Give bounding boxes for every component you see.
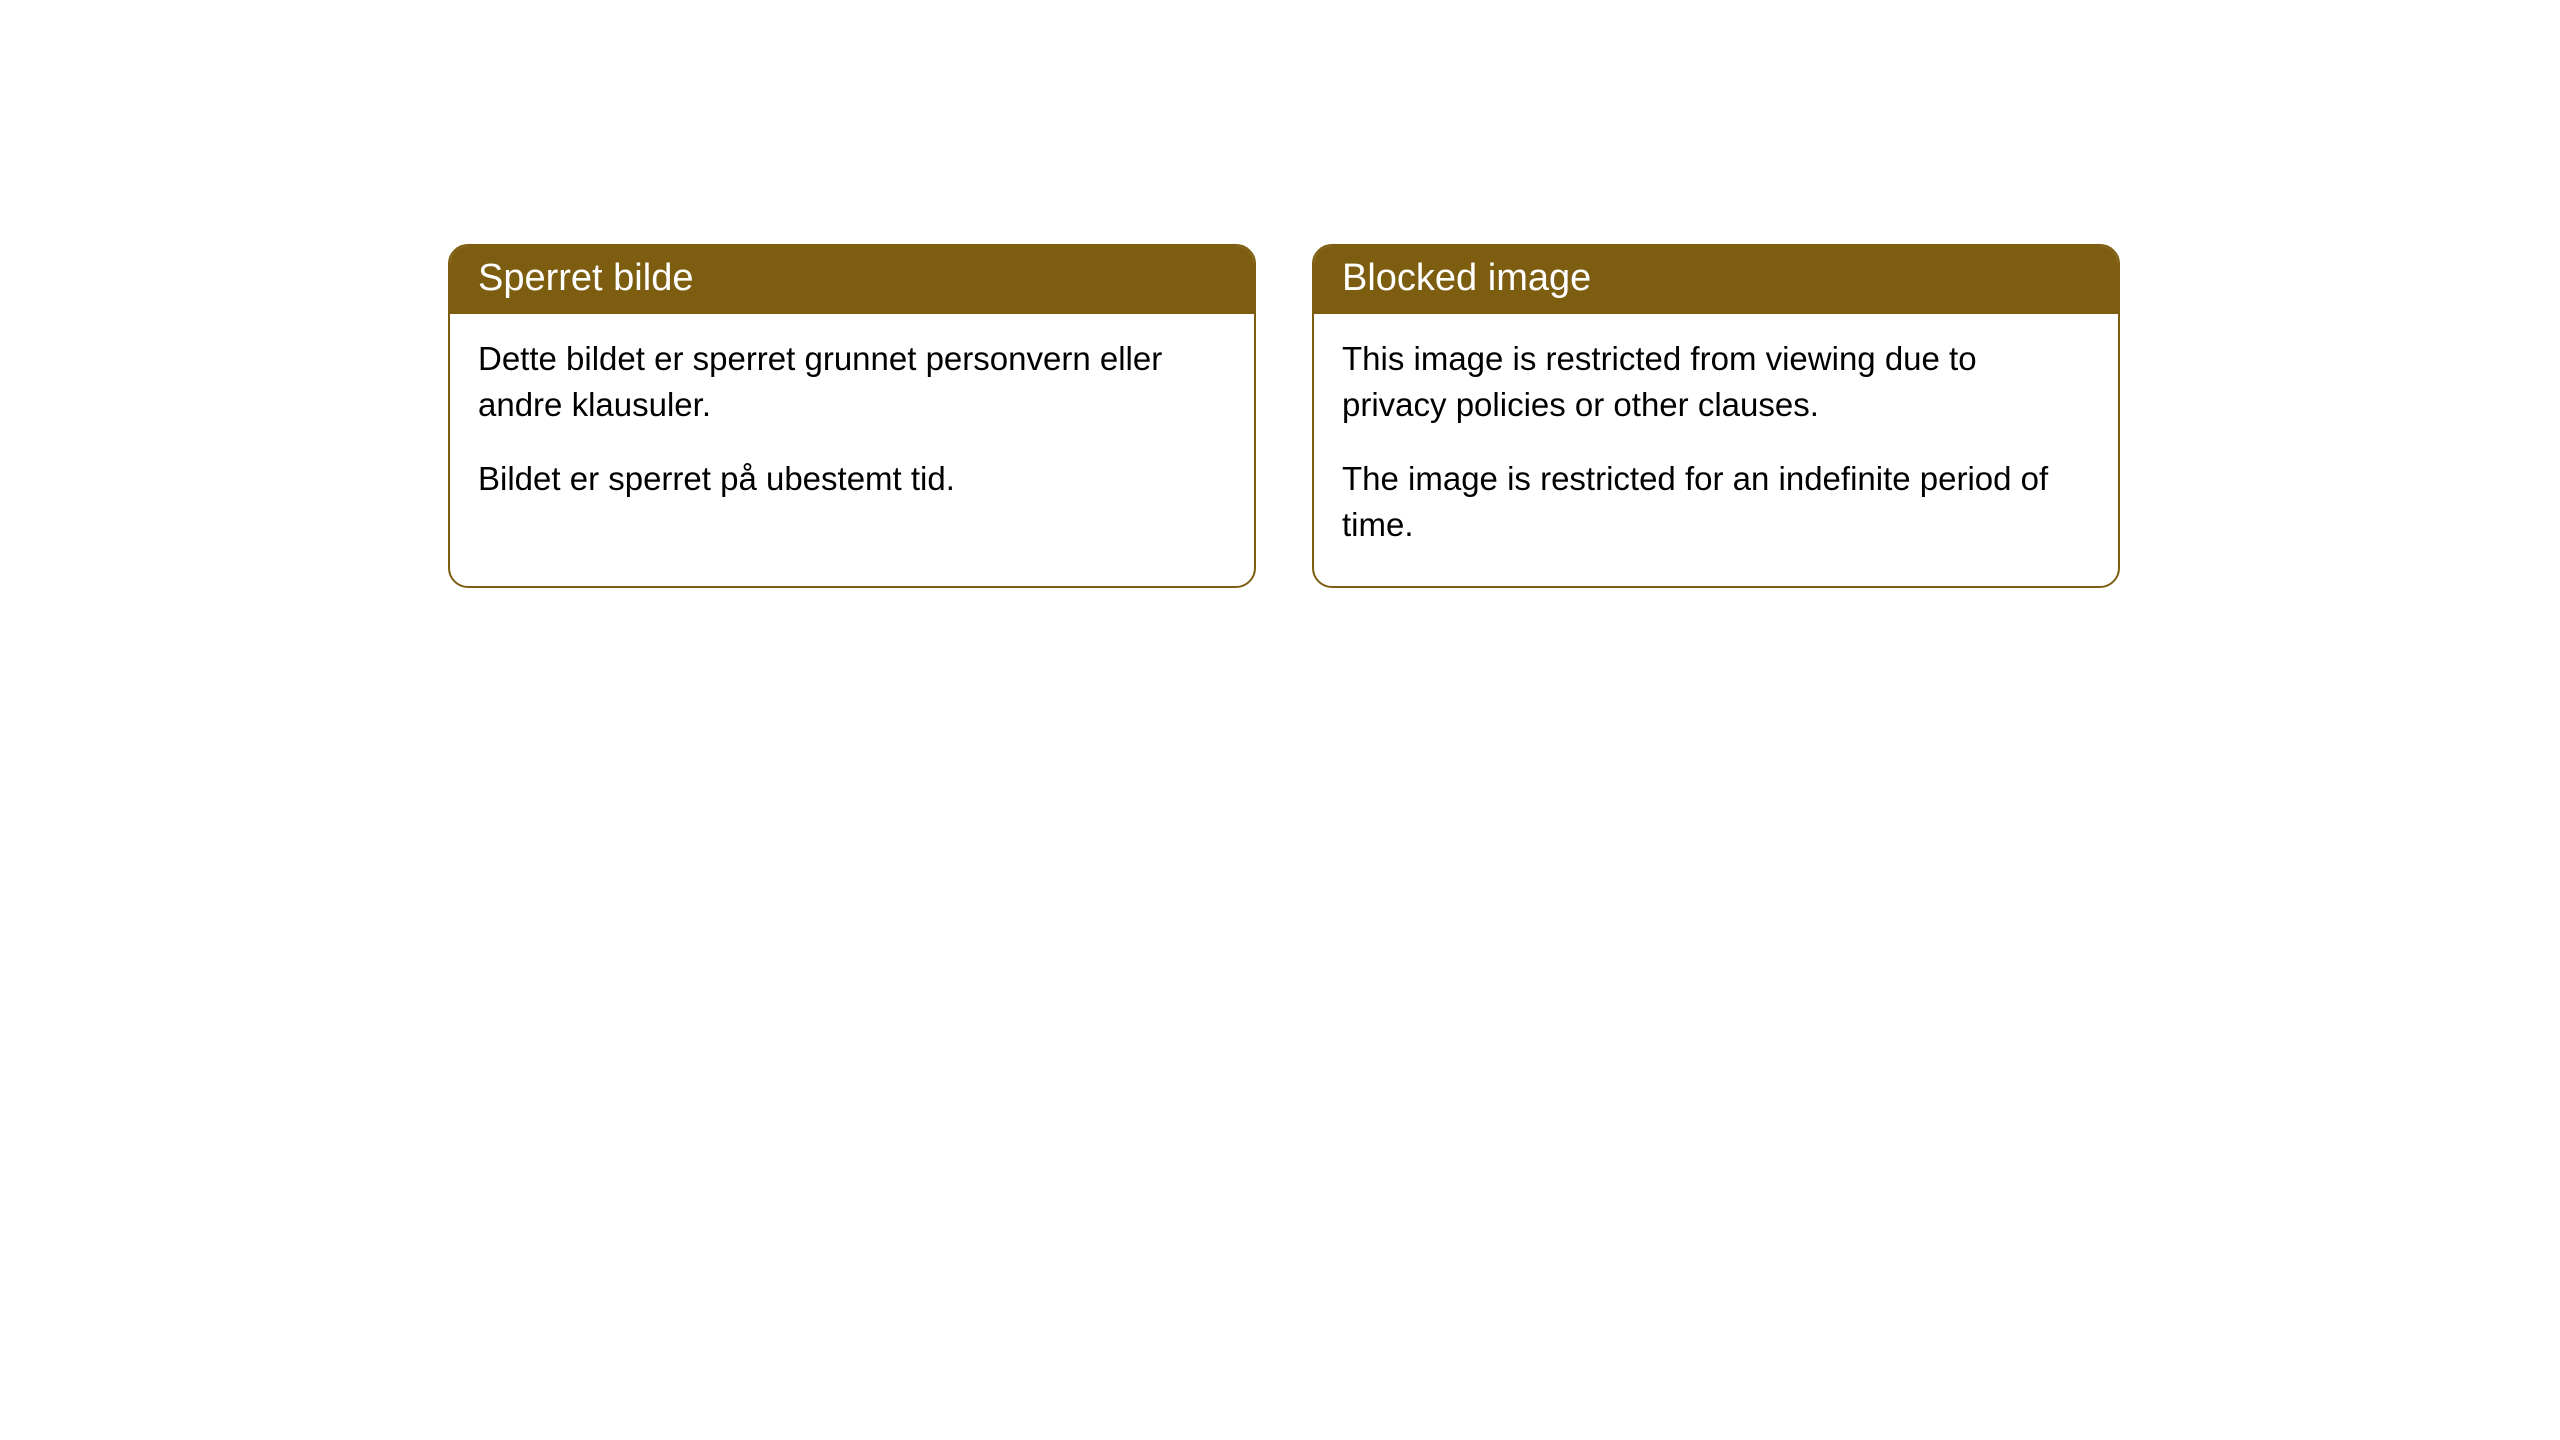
card-paragraph: Bildet er sperret på ubestemt tid. bbox=[478, 456, 1226, 502]
card-body: Dette bildet er sperret grunnet personve… bbox=[450, 314, 1254, 541]
card-title: Sperret bilde bbox=[478, 257, 693, 299]
card-header: Blocked image bbox=[1314, 246, 2118, 314]
notice-card-english: Blocked image This image is restricted f… bbox=[1312, 244, 2120, 588]
card-paragraph: This image is restricted from viewing du… bbox=[1342, 336, 2090, 428]
card-body: This image is restricted from viewing du… bbox=[1314, 314, 2118, 587]
card-header: Sperret bilde bbox=[450, 246, 1254, 314]
card-paragraph: The image is restricted for an indefinit… bbox=[1342, 456, 2090, 548]
card-paragraph: Dette bildet er sperret grunnet personve… bbox=[478, 336, 1226, 428]
notice-cards-container: Sperret bilde Dette bildet er sperret gr… bbox=[448, 244, 2120, 588]
card-title: Blocked image bbox=[1342, 257, 1591, 299]
notice-card-norwegian: Sperret bilde Dette bildet er sperret gr… bbox=[448, 244, 1256, 588]
